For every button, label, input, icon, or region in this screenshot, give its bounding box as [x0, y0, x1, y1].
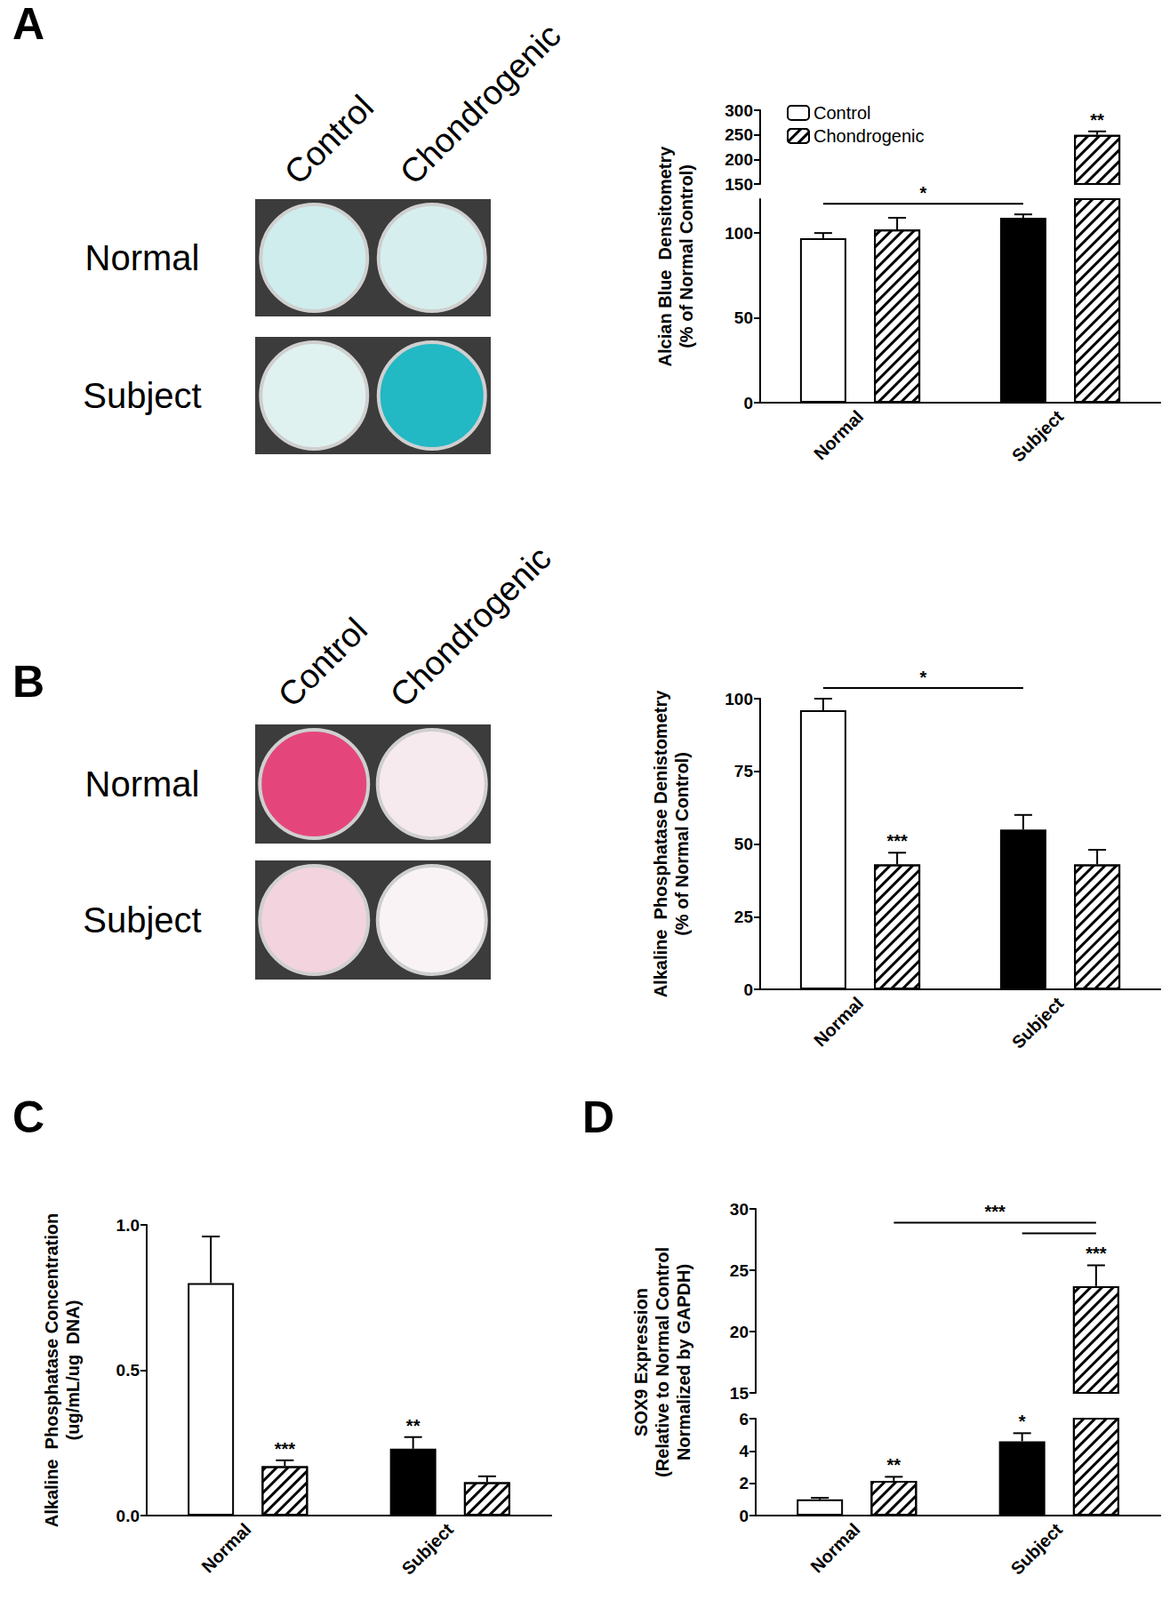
svg-text:0.5: 0.5	[116, 1361, 141, 1380]
svg-text:***: ***	[1085, 1243, 1107, 1264]
svg-text:Alkaline Phosphatase Denistom: Alkaline Phosphatase Denistometry	[650, 689, 671, 999]
svg-text:Subject: Subject	[1006, 1519, 1066, 1579]
svg-text:**: **	[887, 1455, 902, 1475]
svg-text:*: *	[920, 183, 928, 203]
svg-text:Subject: Subject	[397, 1519, 457, 1579]
svg-text:**: **	[1089, 110, 1105, 130]
svg-text:(% of Normal Control): (% of Normal Control)	[676, 164, 697, 349]
svg-text:Chondrogenic: Chondrogenic	[813, 126, 925, 146]
svg-text:30: 30	[729, 1200, 749, 1219]
svg-text:0.0: 0.0	[116, 1506, 140, 1526]
svg-text:1.0: 1.0	[116, 1216, 140, 1235]
svg-text:Normal: Normal	[806, 1519, 864, 1577]
svg-text:***: ***	[984, 1202, 1006, 1222]
html-text:D: D	[582, 1092, 615, 1143]
svg-text:50: 50	[734, 308, 754, 328]
svg-text:0: 0	[743, 393, 754, 413]
svg-text:6: 6	[738, 1410, 749, 1429]
svg-text:0: 0	[743, 980, 754, 1000]
html-text:Control: Control	[270, 610, 375, 715]
html-text:Control: Control	[277, 88, 381, 192]
svg-text:200: 200	[724, 150, 754, 169]
svg-text:20: 20	[729, 1322, 749, 1342]
svg-text:Normal: Normal	[809, 406, 867, 464]
svg-text:75: 75	[734, 761, 754, 781]
svg-text:Normalized by GAPDH): Normalized by GAPDH)	[673, 1264, 694, 1461]
svg-text:25: 25	[729, 1261, 750, 1281]
svg-text:***: ***	[886, 831, 908, 851]
html-text:Chondrogenic: Chondrogenic	[392, 16, 568, 192]
svg-text:Subject: Subject	[1008, 406, 1068, 466]
html-text:B: B	[12, 657, 45, 707]
svg-text:150: 150	[724, 175, 754, 194]
svg-text:(Relative to Normal Control: (Relative to Normal Control	[652, 1247, 673, 1478]
svg-text:Alkaline Phosphatase Concentr: Alkaline Phosphatase Concentration	[41, 1213, 62, 1528]
svg-text:(ug/mL/ug DNA): (ug/mL/ug DNA)	[63, 1300, 83, 1442]
html-text:A: A	[12, 0, 45, 49]
svg-text:100: 100	[724, 689, 754, 709]
svg-text:(% of Normal Control): (% of Normal Control)	[672, 752, 692, 937]
html-text:Normal: Normal	[84, 764, 200, 804]
svg-text:0: 0	[738, 1506, 749, 1526]
svg-text:Normal: Normal	[197, 1519, 255, 1577]
svg-text:4: 4	[738, 1442, 749, 1461]
svg-text:25: 25	[734, 907, 754, 927]
html-text:Normal: Normal	[84, 238, 200, 278]
svg-text:*: *	[920, 667, 928, 688]
svg-text:50: 50	[734, 834, 754, 854]
html-text:Subject: Subject	[82, 376, 202, 416]
svg-text:Alcian Blue Densitometry: Alcian Blue Densitometry	[655, 145, 675, 368]
svg-text:Subject: Subject	[1008, 993, 1068, 1053]
svg-text:**: **	[406, 1416, 421, 1436]
html-text:Subject: Subject	[82, 900, 202, 940]
svg-text:15: 15	[729, 1384, 750, 1403]
svg-text:2: 2	[738, 1474, 749, 1493]
svg-text:Control: Control	[813, 103, 871, 123]
svg-text:SOX9 Expression: SOX9 Expression	[631, 1288, 651, 1437]
svg-text:100: 100	[724, 224, 754, 243]
svg-text:Normal: Normal	[809, 993, 867, 1050]
svg-text:300: 300	[724, 101, 754, 121]
html-text:Chondrogenic: Chondrogenic	[382, 539, 559, 715]
svg-text:250: 250	[724, 125, 754, 145]
svg-text:***: ***	[274, 1439, 297, 1459]
svg-text:*: *	[1018, 1411, 1026, 1432]
html-text:C: C	[12, 1092, 45, 1143]
